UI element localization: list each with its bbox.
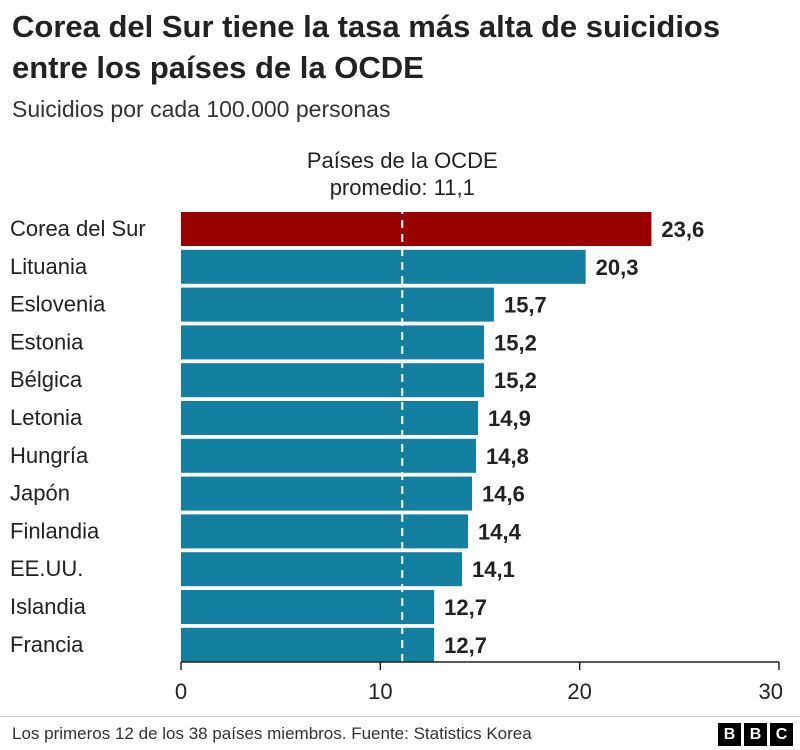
bar-chart: Corea del Sur 23,6 Lituania 20,3 Eslovenia 15… (10, 148, 783, 704)
data-label: 20,3 (596, 255, 639, 280)
x-tick-label: 30 (759, 679, 783, 704)
bar (181, 627, 435, 662)
bar (181, 249, 586, 284)
category-label: Eslovenia (10, 292, 106, 317)
category-label: Francia (10, 632, 84, 657)
bar (181, 552, 463, 587)
category-label: Islandia (10, 594, 87, 619)
bar (181, 476, 473, 511)
bbc-logo: B B C (718, 723, 793, 746)
chart-subtitle: Suicidios por cada 100.000 personas (12, 96, 391, 122)
bbc-logo-block: B (718, 723, 741, 746)
category-label: Letonia (10, 405, 83, 430)
bar (181, 212, 652, 246)
bar (181, 590, 435, 624)
category-label: Bélgica (10, 367, 83, 392)
bar (181, 514, 469, 549)
x-tick-label: 0 (175, 679, 187, 704)
bar (181, 401, 479, 435)
x-tick-label: 10 (368, 679, 392, 704)
data-label: 14,1 (472, 557, 515, 582)
category-label: Finlandia (10, 518, 100, 543)
average-line-label: promedio: 11,1 (330, 175, 475, 200)
data-label: 14,4 (478, 519, 522, 544)
data-label: 12,7 (444, 633, 487, 658)
bar (181, 325, 484, 360)
data-label: 15,2 (494, 330, 537, 355)
data-label: 14,9 (488, 406, 531, 431)
data-label: 12,7 (444, 595, 487, 620)
bbc-logo-block: C (770, 723, 793, 746)
x-tick-label: 20 (567, 679, 591, 704)
category-label: Estonia (10, 329, 84, 354)
bar (181, 363, 484, 398)
category-label: Lituania (10, 254, 88, 279)
bar (181, 438, 477, 473)
data-label: 15,2 (494, 368, 537, 393)
data-label: 23,6 (661, 217, 704, 242)
data-label: 14,6 (482, 482, 525, 507)
category-label: Hungría (10, 443, 89, 468)
average-line-label: Países de la OCDE (307, 148, 498, 173)
footer-divider (0, 716, 800, 717)
chart-title: Corea del Sur tiene la tasa más alta de … (12, 9, 721, 85)
category-label: Corea del Sur (10, 216, 146, 241)
category-label: EE.UU. (10, 556, 83, 581)
category-label: Japón (10, 481, 70, 506)
data-label: 14,8 (486, 444, 529, 469)
bbc-logo-block: B (744, 723, 767, 746)
bar (181, 287, 494, 322)
data-label: 15,7 (504, 293, 547, 318)
source-note: Los primeros 12 de los 38 países miembro… (12, 724, 532, 743)
